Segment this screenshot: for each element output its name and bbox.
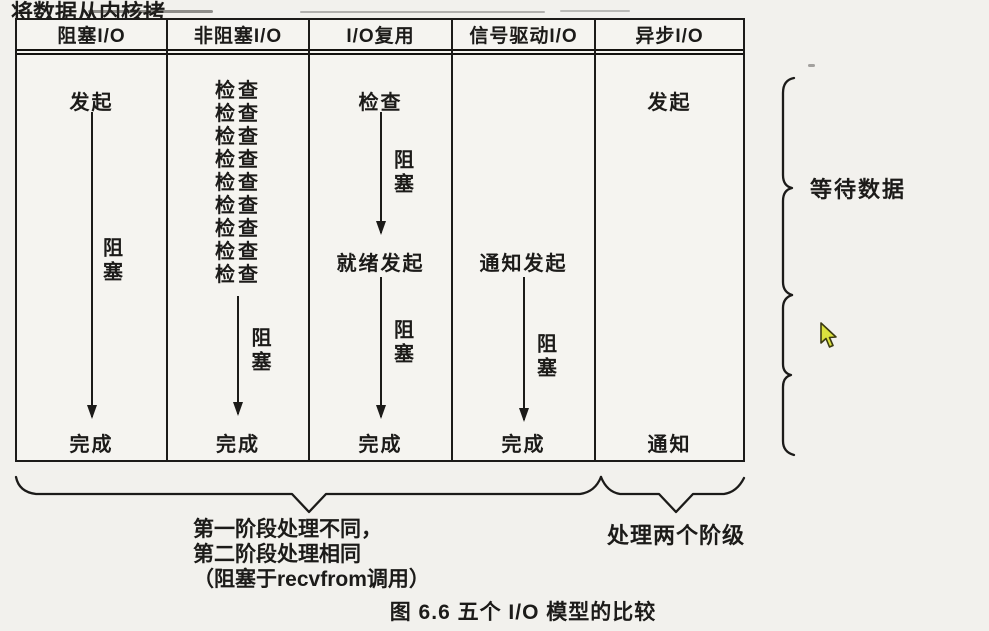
down-arrow (379, 277, 382, 417)
step-initiate: 发起 (69, 92, 114, 114)
check-step: 检查 (215, 218, 261, 240)
check-step: 检查 (215, 80, 261, 102)
column-header: 阻塞I/O (17, 20, 166, 55)
phase-note-line2: 第二阶段处理相同 (193, 543, 361, 566)
check-step: 检查 (215, 172, 261, 194)
column-header: I/O复用 (310, 20, 451, 55)
column-body: 发起 通知 (596, 61, 743, 460)
column-body: 检查 阻塞 就绪发起 阻塞 完成 (310, 61, 451, 460)
step-notify: 通知 (647, 434, 692, 456)
mouse-cursor (820, 322, 837, 348)
step-notify-initiate: 通知发起 (479, 253, 568, 275)
block-label: 阻塞 (390, 149, 413, 197)
down-arrow (522, 277, 525, 420)
block-label: 阻塞 (390, 319, 413, 367)
scan-artifact (560, 10, 630, 12)
wait-data-label: 等待数据 (810, 177, 907, 202)
column-async-io: 异步I/O 发起 通知 (594, 20, 743, 460)
step-complete: 完成 (358, 434, 403, 456)
block-label: 阻塞 (99, 237, 122, 285)
down-arrow (90, 112, 93, 417)
check-steps: 检查 检查 检查 检查 检查 检查 检查 检查 检查 (168, 80, 308, 287)
step-complete: 完成 (216, 434, 260, 456)
step-complete: 完成 (69, 434, 114, 456)
phase-note-line1: 第一阶段处理不同， (193, 518, 382, 541)
column-header: 异步I/O (596, 20, 743, 55)
column-header: 非阻塞I/O (168, 20, 308, 55)
step-complete: 完成 (501, 434, 546, 456)
scan-artifact (88, 10, 213, 13)
step-initiate: 发起 (647, 92, 692, 114)
phase-note-line3: （阻塞于recvfrom调用） (193, 568, 430, 591)
bottom-brace-first-four (14, 475, 603, 514)
step-check: 检查 (358, 92, 403, 114)
column-header: 信号驱动I/O (453, 20, 594, 55)
block-label: 阻塞 (248, 327, 270, 375)
figure-caption: 图 6.6 五个 I/O 模型的比较 (389, 601, 657, 624)
column-body: 通知发起 阻塞 完成 (453, 61, 594, 460)
phase-difference-note: 第一阶段处理不同， 第二阶段处理相同 （阻塞于recvfrom调用） (193, 517, 430, 592)
right-brace-copy-data (781, 293, 796, 457)
right-brace-wait-data (781, 76, 796, 297)
check-step: 检查 (215, 149, 261, 171)
column-body: 发起 阻塞 完成 (17, 61, 166, 460)
column-nonblocking-io: 非阻塞I/O 检查 检查 检查 检查 检查 检查 检查 检查 检查 阻塞 完成 (166, 20, 308, 460)
scan-artifact (300, 11, 545, 13)
io-models-table: 阻塞I/O 发起 阻塞 完成 非阻塞I/O 检查 检查 检查 检查 检查 检查 … (15, 18, 745, 462)
scan-artifact (808, 64, 815, 67)
check-step: 检查 (215, 241, 261, 263)
check-step: 检查 (215, 103, 261, 125)
down-arrow (379, 112, 382, 233)
down-arrow (237, 296, 239, 414)
column-body: 检查 检查 检查 检查 检查 检查 检查 检查 检查 阻塞 完成 (168, 61, 308, 460)
check-step: 检查 (215, 126, 261, 148)
column-blocking-io: 阻塞I/O 发起 阻塞 完成 (17, 20, 166, 460)
check-step: 检查 (215, 195, 261, 217)
column-signal-driven-io: 信号驱动I/O 通知发起 阻塞 完成 (451, 20, 594, 460)
two-phase-note: 处理两个阶级 (607, 523, 746, 548)
check-step: 检查 (215, 264, 261, 286)
step-ready-initiate: 就绪发起 (336, 253, 425, 275)
bottom-brace-async (599, 475, 746, 514)
block-label: 阻塞 (533, 333, 556, 381)
column-io-multiplexing: I/O复用 检查 阻塞 就绪发起 阻塞 完成 (308, 20, 451, 460)
